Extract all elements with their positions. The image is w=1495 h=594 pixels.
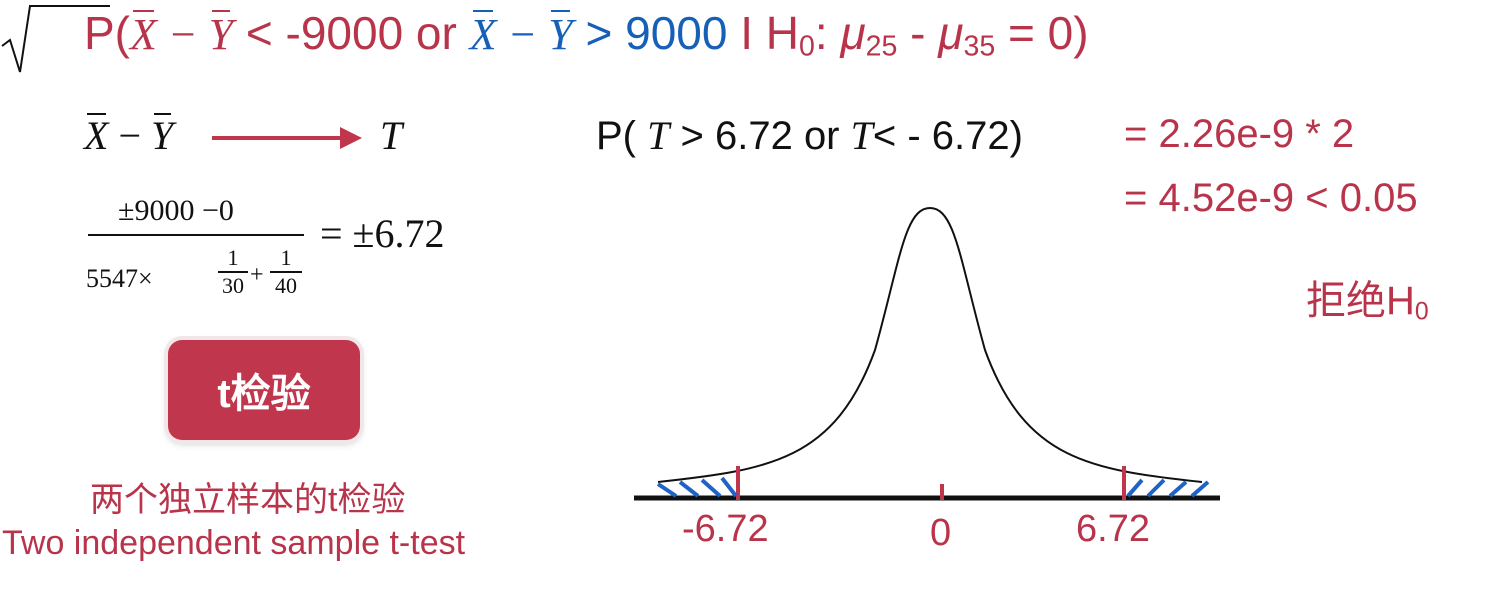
chinese-caption: 两个独立样本的t检验	[90, 481, 406, 519]
mapping-y-bar: Y	[151, 112, 174, 158]
headline-dash: -	[910, 7, 926, 59]
english-caption: Two independent sample t-test	[2, 524, 466, 562]
tick-label-pos: 6.72	[1076, 508, 1150, 550]
prob-cond-2: < - 6.72)	[872, 114, 1023, 158]
headline-y-bar: Y	[208, 9, 234, 59]
arrow-right-icon	[340, 127, 362, 149]
prob-cond-1: > 6.72 or	[680, 114, 840, 158]
formula-result: = ±6.72	[320, 211, 445, 256]
left-tail-hatch	[656, 476, 738, 498]
density-curve	[657, 206, 1203, 483]
formula-fraction-bar	[88, 234, 304, 236]
tick-label-neg: -6.72	[682, 508, 769, 550]
headline-mu-1: μ	[840, 7, 866, 59]
t-distribution-curve	[634, 206, 1220, 501]
formula-frac1-denominator: 30	[222, 273, 244, 298]
headline-colon: :	[814, 7, 828, 59]
headline-p-open: P(	[84, 7, 130, 59]
hypothesis-headline: P(X − Y < -9000 or X − Y > 9000 I H0: μ2…	[84, 6, 1089, 63]
mapping-minus: −	[118, 113, 141, 158]
tick-label-zero: 0	[930, 512, 952, 554]
headline-x-bar-2: X	[469, 9, 497, 59]
headline-right-condition: > 9000	[585, 7, 728, 59]
reject-text: 拒绝H	[1306, 279, 1415, 323]
t-test-button[interactable]: t检验	[168, 340, 360, 440]
prob-t-1: T	[647, 113, 670, 158]
formula-denominator-prefix: 5547×	[86, 264, 153, 293]
probability-statement: P( T > 6.72 or T< - 6.72)	[596, 112, 1023, 159]
headline-y-bar-2: Y	[548, 9, 573, 59]
mean-difference-expression: X − Y	[84, 112, 173, 159]
formula-frac1-numerator: 1	[227, 245, 239, 270]
p-value-equation-2: = 4.52e-9 < 0.05	[1124, 176, 1418, 220]
t-statistic-symbol: T	[380, 113, 403, 158]
formula-fraction-1: 1 30	[218, 246, 248, 298]
prob-p-open: P(	[596, 114, 636, 158]
headline-mu2-sub: 35	[963, 30, 996, 63]
formula-frac2-numerator: 1	[280, 245, 292, 270]
prob-t-2: T	[850, 113, 873, 158]
formula-fraction-2: 1 40	[270, 246, 302, 298]
formula-plus: +	[250, 262, 264, 288]
headline-h-sub: 0	[799, 30, 815, 63]
headline-mu-2: μ	[938, 7, 964, 59]
headline-left-condition: < -9000 or	[245, 7, 457, 59]
headline-given: I H	[740, 7, 800, 59]
headline-x-bar: X	[130, 9, 157, 59]
arrow-shaft	[212, 136, 344, 140]
reject-h0-label: 拒绝H0	[1306, 268, 1429, 326]
right-tail-hatch	[1126, 478, 1210, 498]
headline-tail: = 0)	[1007, 7, 1089, 59]
headline-minus: −	[167, 10, 198, 59]
square-root-icon	[1, 5, 110, 73]
p-value-equation-1: = 2.26e-9 * 2	[1124, 112, 1355, 156]
formula-frac2-denominator: 40	[275, 273, 297, 298]
mapping-x-bar: X	[84, 112, 109, 158]
reject-sub: 0	[1414, 298, 1429, 326]
headline-mu1-sub: 25	[865, 30, 898, 63]
formula-numerator: ±9000 −0	[118, 194, 234, 227]
headline-minus-2: −	[507, 10, 538, 59]
